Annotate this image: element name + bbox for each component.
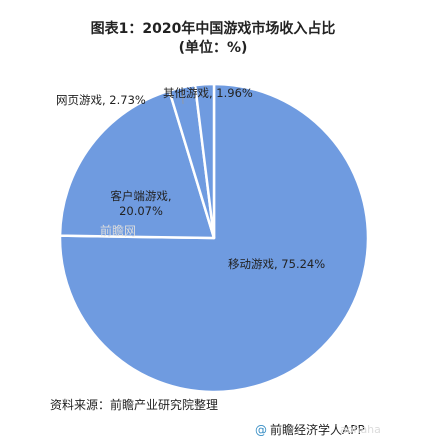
watermark-handle: aohaha [340, 423, 381, 436]
chart-title-block: 图表1：2020年中国游戏市场收入占比 (单位：%) [0, 20, 426, 58]
watermark-logo: 前瞻网 [100, 224, 137, 238]
brand-mark: @ [255, 423, 267, 437]
pie-slice-1 [58, 82, 370, 394]
leader-line-4 [203, 86, 205, 98]
slice-label-4: 其他游戏, 1.96% [163, 86, 253, 100]
slice-label-2: 客户端游戏, 20.07% [110, 189, 171, 218]
chart-title: 图表1：2020年中国游戏市场收入占比 [90, 21, 336, 37]
leader-line-3 [182, 89, 184, 105]
source-note: 资料来源：前瞻产业研究院整理 [50, 398, 219, 412]
pie-slice-4 [193, 82, 216, 240]
slice-label-1: 移动游戏, 75.24% [228, 257, 325, 271]
pie-slice-2 [58, 89, 216, 240]
brand-footer: @ 前瞻经济学人APP [255, 421, 365, 438]
brand-name: 前瞻经济学人APP [270, 423, 365, 437]
chart-subtitle: (单位：%) [178, 40, 248, 56]
slice-label-3: 网页游戏, 2.73% [56, 93, 146, 107]
